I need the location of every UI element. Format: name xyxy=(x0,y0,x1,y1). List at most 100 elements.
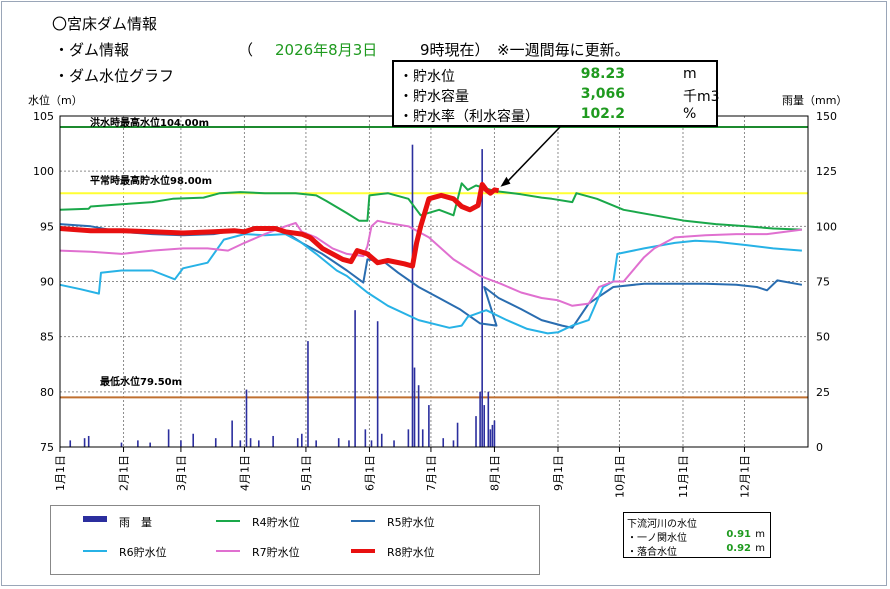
rain-bar xyxy=(452,440,455,447)
y-tick-label-left: 80 xyxy=(40,386,54,399)
rain-bar xyxy=(192,433,195,447)
river-unit: m xyxy=(755,543,765,554)
rain-bar xyxy=(413,367,416,447)
rain-bar xyxy=(376,321,379,447)
legend-label: 雨 量 xyxy=(119,516,152,529)
rain-bar xyxy=(69,440,72,447)
x-tick-label: 7月1日 xyxy=(425,455,438,491)
y-tick-label-left: 75 xyxy=(40,441,54,454)
rain-bar xyxy=(428,405,430,447)
river-row: ・一ノ関水位 0.91 m xyxy=(627,529,767,544)
rain-bar xyxy=(411,144,414,448)
x-tick-label: 3月1日 xyxy=(175,455,188,491)
y-tick-label-right: 125 xyxy=(816,165,837,178)
rain-bar xyxy=(296,438,299,447)
x-tick-label: 4月1日 xyxy=(238,455,251,491)
rain-bar xyxy=(180,440,182,447)
rain-bar xyxy=(272,435,274,447)
status-row: ・貯水位 98.23 m xyxy=(399,66,715,85)
chart-legend: 雨 量 R4貯水位 R5貯水位 R6貯水位 R7貯水位 R8貯水位 xyxy=(50,505,540,575)
status-label: ・貯水率（利水容量） xyxy=(399,109,539,125)
y-tick-label-left: 100 xyxy=(33,165,54,178)
rain-bar xyxy=(493,420,496,447)
y-tick-label-left: 95 xyxy=(40,220,54,233)
series-line xyxy=(59,181,500,269)
status-row: ・貯水容量 3,066 千m3 xyxy=(399,86,720,105)
rain-bar xyxy=(307,341,309,447)
update-note: ※一週間毎に更新。 xyxy=(497,41,630,59)
report-time: 9時現在） xyxy=(420,41,490,59)
y-tick-label-right: 150 xyxy=(816,110,837,123)
river-box-title: 下流河川の水位 xyxy=(627,519,697,530)
y-tick-label-left: 85 xyxy=(40,331,54,344)
x-tick-label: 8月1日 xyxy=(488,455,501,491)
legend-swatch xyxy=(83,516,107,522)
rain-bar xyxy=(442,438,445,447)
rain-bar xyxy=(489,429,492,447)
rain-bar xyxy=(479,391,481,447)
status-row: ・貯水率（利水容量） 102.2 % xyxy=(399,106,715,125)
legend-swatch xyxy=(351,520,375,522)
legend-swatch xyxy=(216,550,240,552)
rain-bar xyxy=(231,420,233,447)
legend-label: R5貯水位 xyxy=(387,516,435,529)
rain-bar xyxy=(364,429,367,447)
status-value: 3,066 xyxy=(580,86,625,102)
reference-line-label: 最低水位79.50m xyxy=(100,375,182,388)
reference-line-label: 平常時最高貯水位98.00m xyxy=(90,174,212,187)
x-tick-label: 9月1日 xyxy=(552,455,565,491)
status-label: ・貯水容量 xyxy=(399,89,469,105)
rain-bar xyxy=(481,149,483,447)
x-tick-label: 2月1日 xyxy=(118,455,131,491)
rain-bar xyxy=(487,391,490,447)
rain-bar xyxy=(315,440,317,447)
legend-label: R4貯水位 xyxy=(252,516,300,529)
rain-bar xyxy=(348,440,350,447)
rain-bar xyxy=(249,438,252,447)
rain-bar xyxy=(483,405,486,447)
x-tick-label: 10月1日 xyxy=(613,455,626,498)
y-axis-label-left: 水位（m） xyxy=(28,93,83,107)
y-tick-label-right: 25 xyxy=(816,386,830,399)
river-label: ・一ノ関水位 xyxy=(627,533,687,544)
x-tick-label: 12月1日 xyxy=(738,455,751,498)
date-open-paren: （ xyxy=(238,41,254,59)
x-tick-label: 6月1日 xyxy=(363,455,376,491)
series-line xyxy=(59,182,802,231)
y-tick-label-right: 75 xyxy=(816,276,830,289)
rain-bar xyxy=(245,389,248,447)
y-tick-label-right: 100 xyxy=(816,220,837,233)
y-axis-label-right: 雨量（mm） xyxy=(782,94,847,107)
rain-bar xyxy=(456,422,459,447)
x-tick-label: 11月1日 xyxy=(677,455,690,498)
rain-bar xyxy=(301,433,303,447)
status-unit: % xyxy=(683,106,697,122)
x-tick-label: 1月1日 xyxy=(54,455,67,491)
rain-bar xyxy=(214,438,217,447)
river-value: 0.92 xyxy=(726,543,751,554)
rain-bar xyxy=(137,440,139,447)
legend-swatch xyxy=(351,549,375,553)
rain-bar xyxy=(337,438,340,447)
legend-swatch xyxy=(83,550,107,552)
graph-label: ・ダム水位グラフ xyxy=(54,67,175,85)
river-row: ・落合水位 0.92 m xyxy=(627,543,767,558)
series-line xyxy=(59,233,802,335)
rain-bar xyxy=(380,433,383,447)
legend-label: R8貯水位 xyxy=(387,546,435,559)
y-tick-label-right: 0 xyxy=(816,441,823,454)
rain-bar xyxy=(417,385,420,447)
series-line xyxy=(59,219,803,307)
y-tick-label-left: 90 xyxy=(40,276,54,289)
legend-swatch xyxy=(216,520,240,522)
status-value: 102.2 xyxy=(580,106,625,122)
rain-bar xyxy=(87,435,90,447)
rain-bar xyxy=(149,442,151,447)
callout-arrow-head xyxy=(500,176,511,187)
status-label: ・貯水位 xyxy=(399,69,455,85)
rain-bar xyxy=(407,429,410,447)
status-unit: 千m3 xyxy=(683,89,720,105)
y-tick-label-right: 50 xyxy=(816,331,830,344)
